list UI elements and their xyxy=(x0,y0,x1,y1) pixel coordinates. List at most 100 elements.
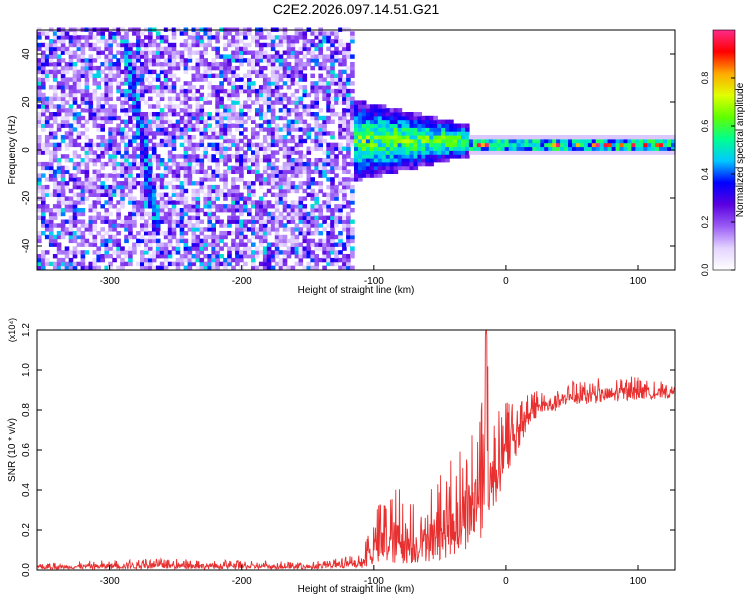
heatmap-cell xyxy=(346,131,351,136)
heatmap-cell xyxy=(124,192,129,197)
heatmap-cell xyxy=(635,138,640,144)
heatmap-cell xyxy=(37,112,42,117)
heatmap-cell xyxy=(136,50,141,55)
heatmap-cell xyxy=(92,108,98,113)
heatmap-cell xyxy=(52,142,58,148)
heatmap-cell xyxy=(227,231,232,236)
heatmap-cell xyxy=(195,215,201,220)
heatmap-cell xyxy=(290,50,296,55)
heatmap-cell xyxy=(72,96,78,101)
heatmap-cell xyxy=(37,58,42,63)
heatmap-cell xyxy=(41,104,46,109)
heatmap-cell xyxy=(258,46,264,52)
heatmap-cell xyxy=(290,119,296,124)
heatmap-cell xyxy=(64,219,70,224)
heatmap-cell xyxy=(92,219,98,224)
heatmap-cell xyxy=(381,169,387,174)
heatmap-cell xyxy=(223,265,228,270)
heatmap-cell xyxy=(302,231,308,236)
heatmap-cell xyxy=(536,135,541,140)
heatmap-cell xyxy=(144,177,149,182)
heatmap-cell xyxy=(179,192,185,197)
spectrogram-x-axis-label: Height of straight line (km) xyxy=(298,285,415,296)
heatmap-cell xyxy=(159,211,165,217)
heatmap-cell xyxy=(37,177,42,182)
heatmap-cell xyxy=(655,142,660,148)
heatmap-cell xyxy=(52,96,58,101)
heatmap-cell xyxy=(199,265,205,270)
heatmap-cell xyxy=(163,39,169,44)
heatmap-cell xyxy=(195,250,201,255)
heatmap-cell xyxy=(425,161,430,167)
heatmap-cell xyxy=(286,254,292,259)
heatmap-cell xyxy=(92,208,98,213)
heatmap-cell xyxy=(128,96,133,101)
x-tick-label: -200 xyxy=(232,576,252,587)
heatmap-cell xyxy=(112,161,117,167)
heatmap-cell xyxy=(286,158,292,163)
heatmap-cell xyxy=(80,115,86,121)
heatmap-cell xyxy=(167,234,173,240)
heatmap-cell xyxy=(429,142,434,148)
heatmap-cell xyxy=(318,173,323,178)
heatmap-cell xyxy=(346,108,351,113)
heatmap-cell xyxy=(128,42,133,48)
heatmap-cell xyxy=(48,215,54,220)
heatmap-cell xyxy=(84,150,90,155)
heatmap-cell xyxy=(255,246,260,251)
heatmap-cell xyxy=(207,234,212,240)
heatmap-cell xyxy=(278,192,284,197)
heatmap-cell xyxy=(393,119,399,124)
heatmap-cell xyxy=(294,169,300,174)
heatmap-cell xyxy=(298,127,304,132)
heatmap-cell xyxy=(504,135,510,140)
heatmap-cell xyxy=(227,108,232,113)
x-tick-label: -100 xyxy=(364,276,384,287)
heatmap-cell xyxy=(68,188,74,194)
heatmap-cell xyxy=(314,204,319,209)
heatmap-cell xyxy=(199,242,205,247)
heatmap-cell xyxy=(80,188,86,194)
heatmap-cell xyxy=(199,154,205,159)
heatmap-cell xyxy=(591,138,597,144)
heatmap-cell xyxy=(211,223,216,228)
heatmap-cell xyxy=(294,54,300,59)
heatmap-cell xyxy=(199,131,205,136)
heatmap-cell xyxy=(124,50,129,55)
heatmap-cell xyxy=(175,54,181,59)
heatmap-cell xyxy=(148,146,153,151)
heatmap-cell xyxy=(338,127,343,132)
heatmap-cell xyxy=(215,184,220,190)
heatmap-cell xyxy=(72,208,78,213)
heatmap-cell xyxy=(191,154,197,159)
heatmap-cell xyxy=(290,150,296,155)
heatmap-cell xyxy=(116,215,121,220)
heatmap-cell xyxy=(274,242,280,247)
heatmap-cell xyxy=(405,119,411,124)
heatmap-cell xyxy=(48,39,54,44)
heatmap-cell xyxy=(239,54,244,59)
heatmap-cell xyxy=(310,257,315,263)
heatmap-cell xyxy=(144,200,149,205)
heatmap-cell xyxy=(334,73,339,78)
heatmap-cell xyxy=(124,65,129,71)
heatmap-cell xyxy=(314,58,319,63)
heatmap-cell xyxy=(623,135,629,140)
heatmap-cell xyxy=(88,42,94,48)
heatmap-cell xyxy=(84,181,90,186)
heatmap-cell xyxy=(334,142,339,148)
heatmap-cell xyxy=(330,238,335,244)
heatmap-cell xyxy=(643,142,648,148)
heatmap-cell xyxy=(266,257,272,263)
heatmap-cell xyxy=(76,46,82,52)
heatmap-cell xyxy=(409,150,415,155)
heatmap-cell xyxy=(369,150,375,155)
heatmap-cell xyxy=(44,115,50,121)
heatmap-cell xyxy=(258,211,264,217)
heatmap-cell xyxy=(227,112,232,117)
heatmap-cell xyxy=(159,46,165,52)
heatmap-cell xyxy=(92,142,98,148)
heatmap-cell xyxy=(278,219,284,224)
heatmap-cell xyxy=(405,161,411,167)
heatmap-cell xyxy=(219,54,224,59)
